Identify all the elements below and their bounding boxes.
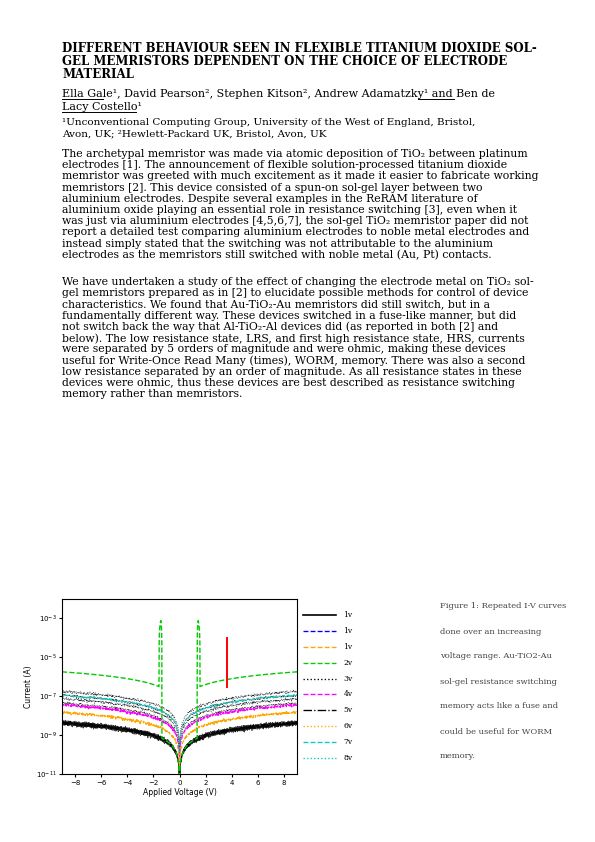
Text: 5v: 5v: [343, 706, 353, 714]
Text: We have undertaken a study of the effect of changing the electrode metal on TiO₂: We have undertaken a study of the effect…: [62, 277, 534, 287]
Text: Lacy Costello¹: Lacy Costello¹: [62, 102, 142, 112]
Text: voltage range. Au-TiO2-Au: voltage range. Au-TiO2-Au: [440, 653, 552, 660]
Text: could be useful for WORM: could be useful for WORM: [440, 727, 552, 736]
Text: not switch back the way that Al-TiO₂-Al devices did (as reported in both [2] and: not switch back the way that Al-TiO₂-Al …: [62, 322, 498, 333]
Text: report a detailed test comparing aluminium electrodes to noble metal electrodes : report a detailed test comparing alumini…: [62, 227, 529, 237]
X-axis label: Applied Voltage (V): Applied Voltage (V): [143, 788, 217, 797]
Text: memory acts like a fuse and: memory acts like a fuse and: [440, 702, 558, 711]
Text: MATERIAL: MATERIAL: [62, 68, 134, 81]
Text: low resistance separated by an order of magnitude. As all resistance states in t: low resistance separated by an order of …: [62, 366, 522, 376]
Text: 8v: 8v: [343, 754, 353, 762]
Text: memory.: memory.: [440, 753, 475, 760]
Text: 1v: 1v: [343, 626, 353, 635]
Text: DIFFERENT BEHAVIOUR SEEN IN FLEXIBLE TITANIUM DIOXIDE SOL-: DIFFERENT BEHAVIOUR SEEN IN FLEXIBLE TIT…: [62, 42, 537, 55]
Text: instead simply stated that the switching was not attributable to the aluminium: instead simply stated that the switching…: [62, 238, 493, 248]
Text: electrodes [1]. The announcement of flexible solution-processed titanium dioxide: electrodes [1]. The announcement of flex…: [62, 160, 507, 170]
Text: done over an increasing: done over an increasing: [440, 627, 541, 636]
Text: 6v: 6v: [343, 722, 353, 730]
Y-axis label: Current (A): Current (A): [24, 665, 33, 708]
Text: 3v: 3v: [343, 674, 353, 683]
Text: Ella Gale¹, David Pearson², Stephen Kitson², Andrew Adamatzky¹ and Ben de: Ella Gale¹, David Pearson², Stephen Kits…: [62, 89, 495, 99]
Text: 4v: 4v: [343, 690, 353, 699]
Text: 1v: 1v: [343, 642, 353, 651]
Text: characteristics. We found that Au-TiO₂-Au memristors did still switch, but in a: characteristics. We found that Au-TiO₂-A…: [62, 300, 490, 309]
Text: 1v: 1v: [343, 611, 353, 619]
Text: Figure 1: Repeated I-V curves: Figure 1: Repeated I-V curves: [440, 603, 566, 610]
Text: memristor was greeted with much excitement as it made it easier to fabricate wor: memristor was greeted with much exciteme…: [62, 172, 538, 181]
Text: The archetypal memristor was made via atomic deposition of TiO₂ between platinum: The archetypal memristor was made via at…: [62, 149, 528, 159]
Text: aluminium electrodes. Despite several examples in the ReRAM literature of: aluminium electrodes. Despite several ex…: [62, 194, 478, 204]
Text: below). The low resistance state, LRS, and first high resistance state, HRS, cur: below). The low resistance state, LRS, a…: [62, 333, 525, 344]
Text: memory rather than memristors.: memory rather than memristors.: [62, 389, 242, 399]
Text: electrodes as the memristors still switched with noble metal (Au, Pt) contacts.: electrodes as the memristors still switc…: [62, 250, 491, 260]
Text: 2v: 2v: [343, 658, 353, 667]
Text: aluminium oxide playing an essential role in resistance switching [3], even when: aluminium oxide playing an essential rol…: [62, 205, 517, 215]
Text: fundamentally different way. These devices switched in a fuse-like manner, but d: fundamentally different way. These devic…: [62, 311, 516, 321]
Text: were separated by 5 orders of magnitude and were ohmic, making these devices: were separated by 5 orders of magnitude …: [62, 344, 506, 354]
Text: gel memristors prepared as in [2] to elucidate possible methods for control of d: gel memristors prepared as in [2] to elu…: [62, 288, 528, 298]
Text: was just via aluminium electrodes [4,5,6,7], the sol-gel TiO₂ memristor paper di: was just via aluminium electrodes [4,5,6…: [62, 216, 528, 226]
Text: memristors [2]. This device consisted of a spun-on sol-gel layer between two: memristors [2]. This device consisted of…: [62, 183, 483, 193]
Text: ¹Unconventional Computing Group, University of the West of England, Bristol,: ¹Unconventional Computing Group, Univers…: [62, 118, 475, 127]
Text: useful for Write-Once Read Many (times), WORM, memory. There was also a second: useful for Write-Once Read Many (times),…: [62, 355, 525, 366]
Text: sol-gel resistance switching: sol-gel resistance switching: [440, 678, 557, 685]
Text: devices were ohmic, thus these devices are best described as resistance switchin: devices were ohmic, thus these devices a…: [62, 378, 515, 388]
Text: GEL MEMRISTORS DEPENDENT ON THE CHOICE OF ELECTRODE: GEL MEMRISTORS DEPENDENT ON THE CHOICE O…: [62, 55, 508, 68]
Text: 7v: 7v: [343, 738, 353, 746]
Text: Avon, UK; ²Hewlett-Packard UK, Bristol, Avon, UK: Avon, UK; ²Hewlett-Packard UK, Bristol, …: [62, 129, 327, 138]
